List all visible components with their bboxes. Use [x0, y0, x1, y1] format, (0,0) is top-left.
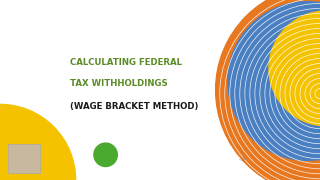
Ellipse shape [228, 2, 320, 160]
Ellipse shape [94, 143, 117, 166]
Ellipse shape [0, 104, 76, 180]
Text: CALCULATING FEDERAL: CALCULATING FEDERAL [70, 58, 182, 67]
Ellipse shape [269, 11, 320, 126]
FancyBboxPatch shape [8, 144, 40, 173]
Text: (WAGE BRACKET METHOD): (WAGE BRACKET METHOD) [70, 102, 199, 111]
Text: TAX WITHHOLDINGS: TAX WITHHOLDINGS [70, 79, 168, 88]
Text: ◁): ◁) [238, 157, 245, 162]
Ellipse shape [216, 0, 320, 180]
